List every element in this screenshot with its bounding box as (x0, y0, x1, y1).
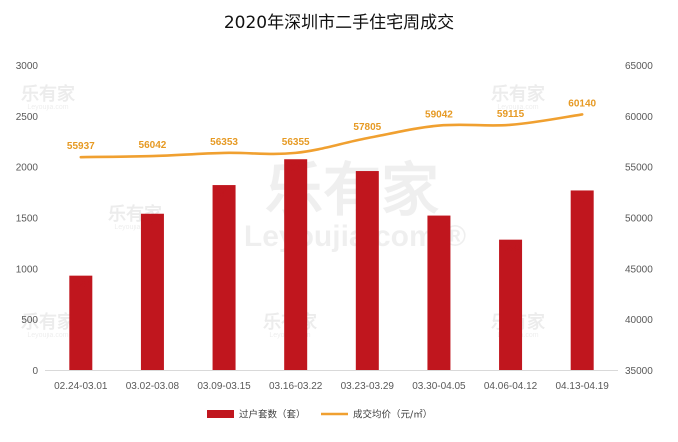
bar (355, 171, 379, 370)
y-right-tick-label: 40000 (625, 315, 653, 326)
bar-data-label: 1819 (213, 189, 236, 200)
y-left-tick-label: 1500 (16, 214, 39, 225)
watermark-small-brand: 乐有家 (21, 311, 76, 333)
bar (284, 159, 308, 370)
watermark-small-domain: Leyoujia.com (497, 104, 538, 111)
bar-data-label: 928 (72, 280, 89, 291)
watermark-small-brand: 乐有家 (491, 83, 546, 105)
y-right-tick-label: 60000 (625, 112, 653, 123)
axes: 02.24-03.01 03.02-03.08 03.09-03.15 03.16-0… (16, 61, 653, 392)
bar-series: 928 1537 1819 2073 1957 1519 1282 1766 (69, 159, 594, 370)
legend: 过户套数（套） 成交均价（元/㎡） (207, 409, 432, 421)
line-data-label: 59115 (497, 109, 525, 120)
line-data-label: 55937 (67, 141, 95, 152)
watermark-small-domain: Leyoujia.com (114, 224, 155, 231)
line-data-label: 59042 (425, 110, 453, 121)
x-tick-label: 03.23-03.29 (341, 381, 395, 392)
bar-data-label: 2073 (285, 163, 308, 174)
x-tick-label: 03.16-03.22 (269, 381, 323, 392)
bar (427, 215, 451, 370)
y-left-tick-label: 1000 (16, 264, 39, 275)
x-tick-label: 04.13-04.19 (555, 381, 609, 392)
line-data-label: 60140 (568, 98, 596, 109)
bar (212, 185, 236, 370)
legend-bar-label: 过户套数（套） (239, 409, 306, 421)
watermark-small-brand: 乐有家 (21, 83, 76, 105)
x-tick-label: 03.02-03.08 (126, 381, 180, 392)
price-line (79, 113, 584, 159)
x-tick-label: 03.30-04.05 (412, 381, 466, 392)
y-left-tick-label: 2500 (16, 112, 39, 123)
line-data-label: 57805 (353, 122, 381, 133)
bar (69, 275, 93, 370)
chart-title: 2020年深圳市二手住宅周成交 (224, 13, 454, 33)
y-right-tick-label: 55000 (625, 163, 653, 174)
line-data-label: 56353 (210, 137, 238, 148)
x-tick-label: 02.24-03.01 (54, 381, 108, 392)
bar-data-label: 1537 (141, 218, 164, 229)
legend-bar-swatch (207, 410, 234, 418)
bar-data-label: 1282 (499, 244, 522, 255)
legend-line-label: 成交均价（元/㎡） (353, 409, 432, 421)
y-left-tick-label: 3000 (16, 61, 39, 72)
line-series: 55937 56042 56353 56355 57805 59042 59115 60140 (67, 98, 597, 159)
bar (570, 190, 594, 370)
bar-data-label: 1957 (356, 175, 379, 186)
y-left-tick-label: 0 (32, 366, 38, 377)
watermark-small-domain: Leyoujia.com (27, 332, 68, 339)
y-right-tick-label: 35000 (625, 366, 653, 377)
y-right-tick-label: 45000 (625, 264, 653, 275)
y-left-tick-label: 2000 (16, 163, 39, 174)
y-left-tick-label: 500 (21, 315, 38, 326)
x-tick-label: 03.09-03.15 (197, 381, 251, 392)
line-data-label: 56042 (139, 140, 167, 151)
bar-data-label: 1519 (428, 220, 451, 231)
bar (140, 213, 164, 370)
bar-data-label: 1766 (571, 194, 594, 205)
y-right-tick-label: 50000 (625, 214, 653, 225)
watermark-small-domain: Leyoujia.com (27, 104, 68, 111)
line-data-label: 56355 (282, 137, 310, 148)
bar (499, 239, 523, 370)
y-right-tick-label: 65000 (625, 61, 653, 72)
x-tick-label: 04.06-04.12 (484, 381, 538, 392)
